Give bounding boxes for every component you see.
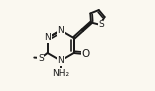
Text: S: S (38, 54, 44, 63)
Text: S: S (99, 20, 104, 29)
Text: N: N (44, 33, 51, 42)
Text: N: N (57, 26, 64, 35)
Text: O: O (81, 49, 90, 59)
Text: N: N (57, 56, 64, 65)
Text: NH₂: NH₂ (52, 69, 69, 78)
